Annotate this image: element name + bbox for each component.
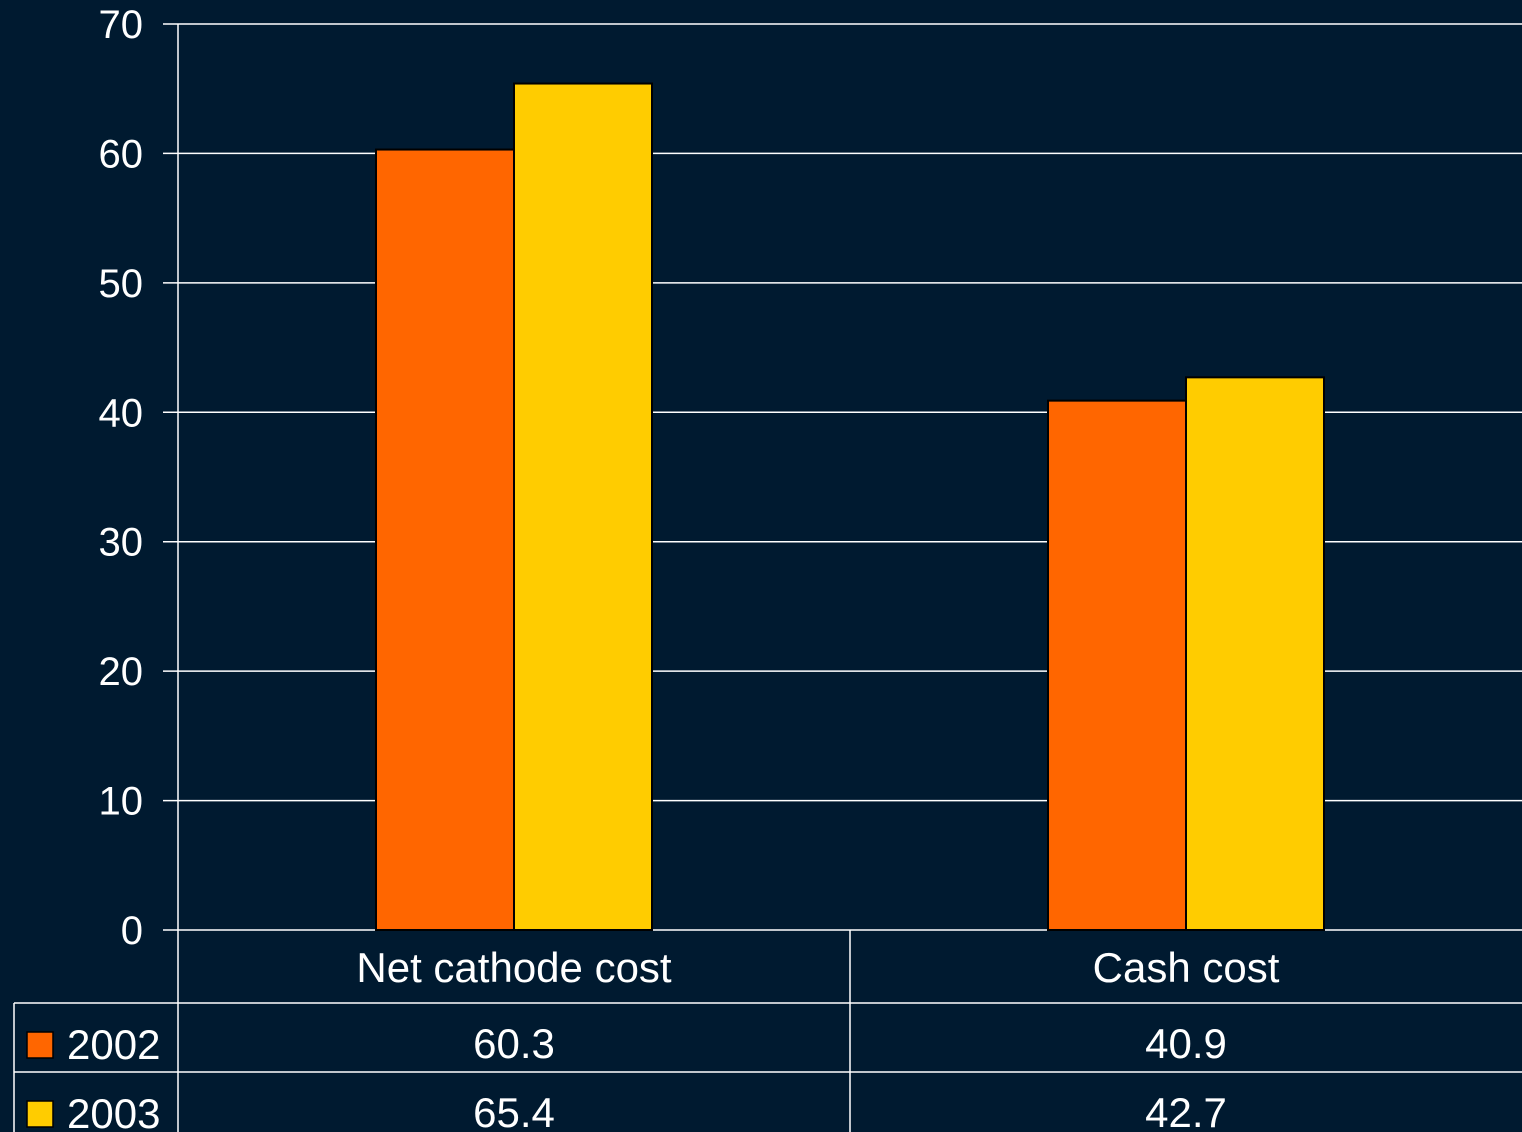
y-tick-label: 50	[99, 262, 144, 306]
category-label: Net cathode cost	[356, 944, 672, 991]
y-axis: 0 10 20 30 40 50 60 70	[99, 3, 179, 953]
data-label: 40.9	[1145, 1020, 1227, 1067]
bar	[1185, 376, 1325, 931]
legend-label: 2003	[67, 1090, 160, 1132]
data-label: 65.4	[473, 1089, 555, 1132]
legend-swatch	[26, 1100, 54, 1128]
bars	[375, 82, 1325, 931]
bar	[375, 148, 515, 931]
y-tick-label: 60	[99, 132, 144, 176]
data-table: Net cathode cost Cash cost 2002 60.3 40.9 200…	[13, 930, 1522, 1132]
y-tick-label: 0	[121, 909, 143, 953]
bar	[1047, 399, 1187, 931]
y-tick-label: 20	[99, 650, 144, 694]
y-tick-label: 10	[99, 780, 144, 824]
data-label: 42.7	[1145, 1089, 1227, 1132]
y-tick-label: 30	[99, 521, 144, 565]
category-label: Cash cost	[1093, 944, 1280, 991]
y-tick-label: 40	[99, 391, 144, 435]
legend-swatch	[26, 1031, 54, 1059]
data-label: 60.3	[473, 1020, 555, 1067]
legend-label: 2002	[67, 1021, 160, 1068]
y-tick-label: 70	[99, 3, 144, 47]
bar	[513, 82, 653, 931]
